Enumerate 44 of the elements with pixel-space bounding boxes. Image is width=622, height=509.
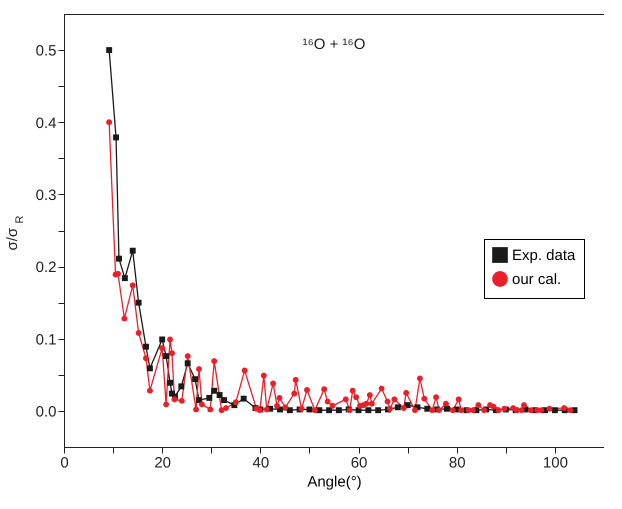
point	[192, 376, 198, 382]
x-tick-label: 80	[448, 454, 466, 472]
y-tick-label: 0.5	[36, 42, 56, 60]
point	[163, 353, 170, 360]
point	[122, 275, 128, 282]
point	[167, 380, 173, 386]
point	[552, 407, 558, 414]
legend-label: Exp. data	[512, 247, 576, 264]
point	[206, 394, 212, 401]
point	[306, 406, 312, 412]
point	[394, 404, 401, 410]
point	[159, 336, 166, 342]
x-axis-title: Angle(°)	[307, 474, 362, 490]
point	[146, 365, 153, 372]
point	[178, 383, 184, 390]
point	[326, 407, 332, 414]
point	[143, 344, 149, 350]
legend-label: our cal.	[512, 271, 562, 288]
x-tick-label: 100	[542, 454, 568, 472]
point	[106, 47, 112, 54]
point	[240, 396, 247, 402]
x-tick-label: 20	[154, 454, 172, 472]
y-tick-label: 0.3	[36, 186, 56, 204]
y-tick-label: 0.4	[36, 114, 56, 132]
point	[444, 406, 450, 412]
point	[130, 248, 136, 254]
annotation: ¹⁶O + ¹⁶O	[302, 36, 366, 53]
point	[196, 397, 202, 404]
point	[336, 407, 342, 414]
y-tick-label: 0.2	[36, 259, 56, 276]
y-axis-title: σ/σR	[4, 216, 26, 250]
point	[136, 300, 142, 306]
point	[365, 407, 372, 414]
point	[221, 397, 227, 404]
point	[116, 256, 122, 262]
x-tick-label: 0	[60, 454, 69, 472]
point	[286, 407, 293, 414]
point	[216, 392, 223, 398]
point	[375, 407, 382, 414]
x-tick-label: 60	[350, 454, 368, 472]
y-tick-label: 0.0	[36, 403, 56, 420]
y-tick-label: 0.1	[36, 331, 56, 348]
x-tick-label: 40	[252, 454, 270, 472]
point	[113, 134, 119, 140]
